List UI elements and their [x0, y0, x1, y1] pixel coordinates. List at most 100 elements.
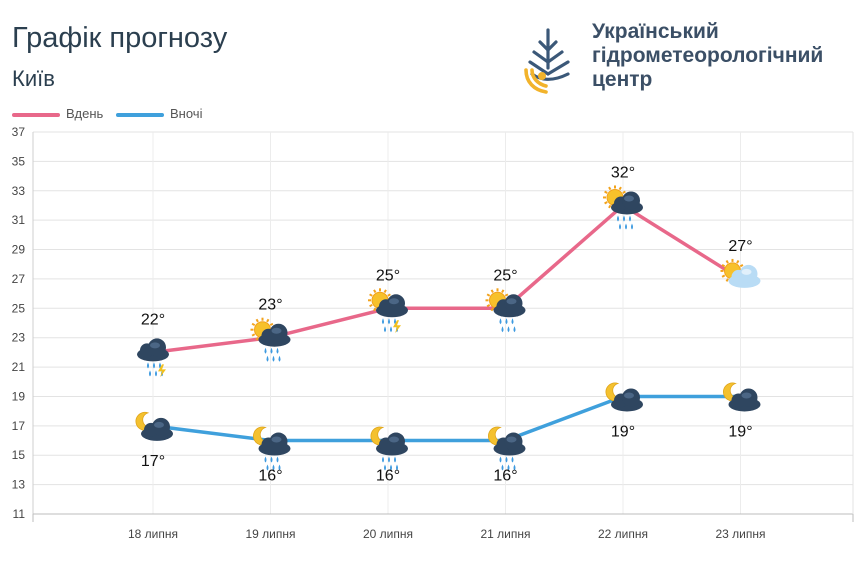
rain-drop — [147, 362, 149, 369]
lightning-bolt — [158, 364, 166, 378]
sun-ray — [604, 201, 608, 205]
sun-ray — [255, 318, 259, 323]
cloud-highlight — [150, 342, 160, 349]
night-temp-label: 16° — [493, 468, 517, 485]
rain-drop — [396, 464, 398, 471]
y-tick-label: 15 — [12, 448, 26, 462]
sun-cloud-rain-icon — [603, 185, 643, 230]
series-line-night — [152, 394, 741, 443]
rain-drop — [266, 355, 269, 362]
rain-drop — [511, 318, 514, 325]
rain-drop — [264, 456, 267, 463]
rain-drop — [382, 456, 384, 463]
y-tick-label: 25 — [12, 301, 26, 315]
y-tick-label: 11 — [13, 507, 26, 521]
rain-drop — [278, 464, 281, 471]
night-temp-label: 16° — [258, 468, 282, 485]
rain-drop — [264, 347, 267, 354]
y-tick-label: 35 — [12, 154, 26, 168]
sun-ray — [490, 289, 494, 294]
sun-ray — [608, 186, 612, 191]
rain-drop — [384, 464, 386, 471]
rain-drop — [278, 355, 281, 362]
rain-drop — [619, 223, 621, 230]
rain-drop — [276, 347, 279, 354]
day-temp-label: 25° — [376, 267, 400, 284]
rain-drop — [507, 464, 510, 471]
org-line-1: Український — [592, 20, 719, 43]
cloud-highlight — [271, 327, 282, 334]
lightning-bolt — [393, 320, 401, 334]
night-temp-label: 17° — [141, 453, 165, 470]
rain-drop — [507, 326, 510, 333]
sun-ray — [387, 293, 391, 297]
day-temp-label: 25° — [493, 267, 517, 284]
y-tick-label: 23 — [12, 331, 26, 345]
rain-drop — [388, 318, 390, 325]
sun-ray — [373, 289, 377, 294]
rain-drop — [394, 456, 396, 463]
rain-drop — [270, 347, 273, 354]
sun-ray — [504, 293, 509, 297]
y-tick-label: 29 — [12, 243, 26, 257]
cloud-highlight — [624, 392, 634, 399]
night-temp-label: 19° — [728, 423, 752, 440]
moon-cloud-icon — [723, 382, 761, 412]
rain-drop — [266, 464, 269, 471]
sun-ray — [490, 307, 494, 312]
sun-ray — [622, 190, 626, 194]
rain-drop — [153, 362, 155, 369]
rain-drop — [631, 223, 633, 230]
cloud-highlight — [624, 195, 634, 202]
rain-drop — [505, 456, 508, 463]
sun-ray — [736, 260, 740, 264]
sun-ray — [486, 303, 491, 308]
rain-drop — [629, 215, 631, 222]
rain-drop — [511, 456, 514, 463]
cloud-highlight — [271, 436, 282, 443]
night-temp-label: 16° — [376, 468, 400, 485]
rain-drop — [623, 215, 625, 222]
rain-drop — [501, 464, 504, 471]
rain-drop — [276, 456, 279, 463]
y-tick-label: 33 — [12, 184, 26, 198]
sun-ray — [373, 307, 377, 312]
sun-ray — [383, 289, 387, 294]
x-tick-label: 21 липня — [480, 527, 530, 541]
moon-cloud-rain-icon — [253, 426, 291, 471]
rain-drop — [617, 215, 619, 222]
moon-cloud-rain-icon — [370, 426, 408, 471]
legend-label-day: Вдень — [66, 106, 104, 121]
legend-item-day[interactable]: Вдень — [12, 106, 103, 121]
legend-swatch-day — [12, 112, 60, 117]
day-temp-label: 32° — [611, 164, 635, 181]
cloud-highlight — [506, 436, 517, 443]
rain-drop — [499, 456, 502, 463]
sun-ray — [251, 322, 256, 327]
rain-drop — [505, 318, 508, 325]
rain-drop — [155, 370, 157, 377]
cloud-highlight — [389, 298, 399, 305]
sun-cloud-rain-thunder-icon — [368, 288, 408, 334]
sun-ray — [608, 204, 612, 209]
rain-drop — [390, 464, 392, 471]
moon-cloud-icon — [135, 411, 173, 441]
series-line-day — [152, 203, 742, 355]
rain-drop — [513, 326, 516, 333]
cloud-highlight — [389, 436, 399, 443]
rain-drop — [388, 456, 390, 463]
sun-cloud-icon — [720, 258, 761, 288]
x-tick-label: 23 липня — [715, 527, 765, 541]
y-tick-label: 21 — [12, 360, 26, 374]
sun-ray — [618, 186, 622, 191]
y-tick-label: 19 — [12, 389, 26, 403]
sun-ray — [369, 303, 373, 308]
legend-item-night[interactable]: Вночі — [116, 106, 202, 121]
day-temp-label: 23° — [258, 297, 282, 314]
legend-swatch-night — [116, 112, 164, 117]
ukrhydromet-logo — [524, 26, 572, 94]
sun-cloud-rain-icon — [485, 288, 526, 333]
x-tick-label: 20 липня — [363, 527, 413, 541]
sun-ray — [721, 264, 726, 268]
sun-ray — [604, 190, 608, 194]
